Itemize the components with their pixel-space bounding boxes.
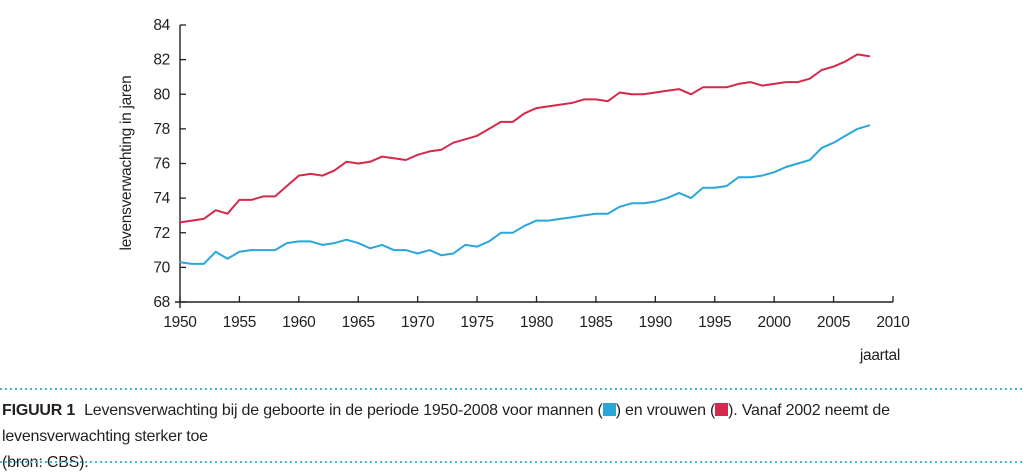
- x-tick-label: 1975: [460, 314, 493, 331]
- y-axis-title: levensverwachting in jaren: [118, 76, 135, 251]
- figure-number-label: FIGUUR 1: [2, 402, 76, 419]
- x-axis-title: jaartal: [859, 347, 900, 364]
- x-tick-label: 2010: [876, 314, 910, 331]
- x-tick-label: 2000: [758, 314, 792, 331]
- y-tick-label: 70: [153, 259, 170, 276]
- x-tick-label: 1995: [698, 314, 731, 331]
- men-legend-swatch: [602, 403, 616, 416]
- series-line-vrouwen: [179, 53, 871, 224]
- x-tick-label: 1990: [639, 314, 673, 331]
- caption-text-part2: ) en vrouwen (: [615, 402, 716, 419]
- x-tick-label: 2005: [817, 314, 850, 331]
- y-tick-label: 68: [153, 294, 170, 311]
- x-tick-label: 1985: [579, 314, 612, 331]
- y-tick-label: 82: [153, 52, 170, 69]
- series-line-mannen: [179, 124, 871, 265]
- caption-line-1: FIGUUR 1 Levensverwachting bij de geboort…: [2, 398, 1014, 450]
- women-legend-swatch: [715, 403, 729, 416]
- x-tick-label: 1970: [401, 314, 435, 331]
- x-tick-label: 1980: [520, 314, 554, 331]
- x-tick-label: 1960: [282, 314, 316, 331]
- y-tick-label: 80: [153, 86, 170, 103]
- caption-text-part1: Levensverwachting bij de geboorte in de …: [84, 402, 603, 419]
- caption-bottom-divider: [0, 461, 1024, 463]
- caption-text-part3: ). Vanaf 2002 neemt de levensverwachting…: [2, 402, 890, 445]
- x-tick-label: 1950: [163, 314, 197, 331]
- y-tick-label: 76: [153, 156, 170, 173]
- y-tick-label: 72: [153, 225, 170, 242]
- caption-top-divider: [0, 388, 1024, 390]
- x-tick-label: 1955: [223, 314, 256, 331]
- x-tick-label: 1965: [342, 314, 375, 331]
- y-tick-label: 78: [153, 121, 170, 138]
- figure-caption: FIGUUR 1 Levensverwachting bij de geboort…: [0, 389, 1024, 473]
- y-tick-label: 74: [153, 190, 170, 207]
- y-tick-label: 84: [153, 17, 170, 34]
- life-expectancy-line-chart: 68 70 72 74 76 78 80 82 84 1950 1955 1960 1965 1970 19…: [118, 17, 911, 364]
